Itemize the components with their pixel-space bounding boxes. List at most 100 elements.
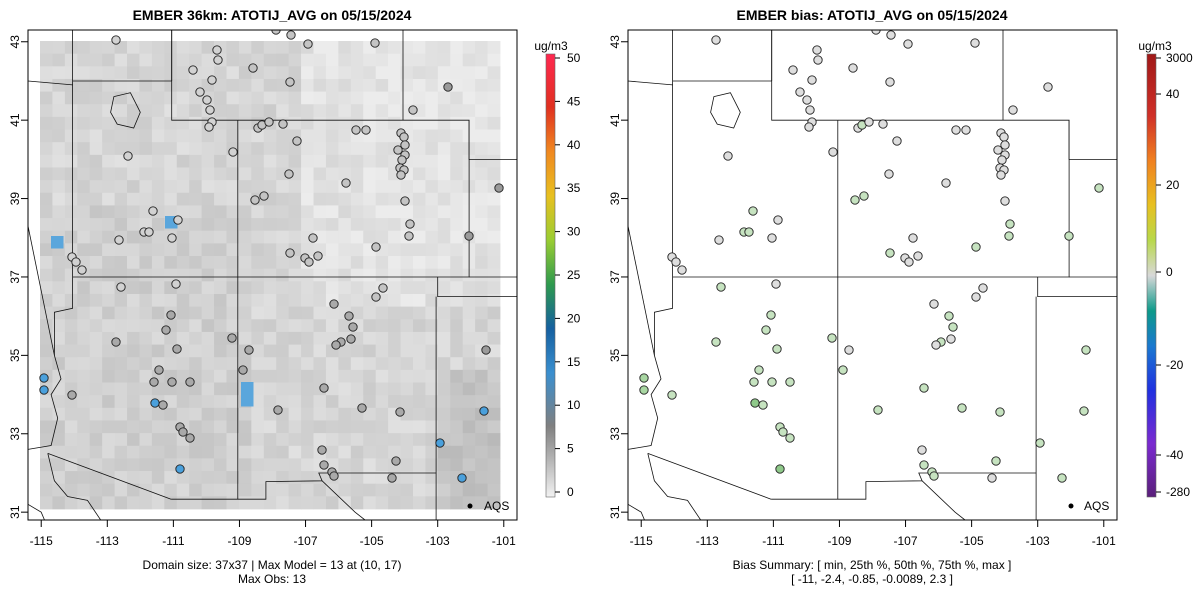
- aqs-bias-marker[interactable]: [885, 77, 895, 87]
- aqs-bias-marker[interactable]: [961, 125, 971, 135]
- aqs-bias-marker[interactable]: [766, 310, 776, 320]
- aqs-bias-marker[interactable]: [873, 405, 883, 415]
- aqs-site-marker[interactable]: [457, 473, 467, 483]
- aqs-bias-marker[interactable]: [885, 248, 895, 258]
- aqs-bias-marker[interactable]: [848, 63, 858, 73]
- aqs-bias-marker[interactable]: [884, 169, 894, 179]
- aqs-site-marker[interactable]: [378, 283, 388, 293]
- aqs-site-marker[interactable]: [178, 427, 188, 437]
- aqs-site-marker[interactable]: [185, 433, 195, 443]
- aqs-site-marker[interactable]: [351, 125, 361, 135]
- aqs-bias-marker[interactable]: [749, 377, 759, 387]
- aqs-site-marker[interactable]: [408, 105, 418, 115]
- aqs-bias-marker[interactable]: [716, 282, 726, 292]
- aqs-site-marker[interactable]: [443, 82, 453, 92]
- aqs-site-marker[interactable]: [344, 311, 354, 321]
- aqs-site-marker[interactable]: [264, 117, 274, 127]
- aqs-bias-marker[interactable]: [812, 45, 822, 55]
- aqs-site-marker[interactable]: [464, 231, 474, 241]
- aqs-site-marker[interactable]: [114, 235, 124, 245]
- aqs-site-marker[interactable]: [161, 325, 171, 335]
- aqs-bias-marker[interactable]: [785, 433, 795, 443]
- aqs-site-marker[interactable]: [348, 322, 358, 332]
- aqs-site-marker[interactable]: [207, 75, 217, 85]
- aqs-site-marker[interactable]: [284, 169, 294, 179]
- aqs-bias-marker[interactable]: [795, 87, 805, 97]
- aqs-site-marker[interactable]: [195, 87, 205, 97]
- aqs-bias-marker[interactable]: [1079, 406, 1089, 416]
- aqs-bias-marker[interactable]: [1057, 473, 1067, 483]
- aqs-site-marker[interactable]: [172, 344, 182, 354]
- aqs-bias-marker[interactable]: [996, 170, 1006, 180]
- aqs-bias-marker[interactable]: [1004, 231, 1014, 241]
- aqs-site-marker[interactable]: [479, 406, 489, 416]
- aqs-site-marker[interactable]: [150, 398, 160, 408]
- aqs-bias-marker[interactable]: [772, 344, 782, 354]
- aqs-bias-marker[interactable]: [864, 117, 874, 127]
- aqs-bias-marker[interactable]: [850, 195, 860, 205]
- aqs-site-marker[interactable]: [148, 206, 158, 216]
- aqs-bias-marker[interactable]: [761, 325, 771, 335]
- aqs-bias-marker[interactable]: [995, 407, 1005, 417]
- aqs-bias-marker[interactable]: [978, 283, 988, 293]
- aqs-site-marker[interactable]: [370, 38, 380, 48]
- aqs-site-marker[interactable]: [387, 473, 397, 483]
- aqs-site-marker[interactable]: [273, 405, 283, 415]
- aqs-bias-marker[interactable]: [919, 383, 929, 393]
- aqs-bias-marker[interactable]: [1043, 82, 1053, 92]
- aqs-bias-marker[interactable]: [929, 471, 939, 481]
- aqs-site-marker[interactable]: [39, 373, 49, 383]
- aqs-site-marker[interactable]: [123, 151, 133, 161]
- aqs-bias-marker[interactable]: [1005, 219, 1015, 229]
- aqs-site-marker[interactable]: [278, 119, 288, 129]
- aqs-site-marker[interactable]: [77, 265, 87, 275]
- aqs-site-marker[interactable]: [67, 390, 77, 400]
- aqs-bias-marker[interactable]: [677, 265, 687, 275]
- aqs-bias-marker[interactable]: [639, 373, 649, 383]
- aqs-site-marker[interactable]: [228, 147, 238, 157]
- aqs-bias-marker[interactable]: [1000, 140, 1010, 150]
- aqs-bias-marker[interactable]: [941, 178, 951, 188]
- aqs-bias-marker[interactable]: [714, 235, 724, 245]
- aqs-bias-marker[interactable]: [948, 322, 958, 332]
- aqs-bias-marker[interactable]: [946, 334, 956, 344]
- aqs-site-marker[interactable]: [248, 63, 258, 73]
- aqs-bias-marker[interactable]: [859, 191, 869, 201]
- aqs-site-marker[interactable]: [317, 445, 327, 455]
- aqs-bias-marker[interactable]: [773, 215, 783, 225]
- aqs-bias-marker[interactable]: [838, 365, 848, 375]
- aqs-site-marker[interactable]: [259, 191, 269, 201]
- aqs-site-marker[interactable]: [399, 132, 409, 142]
- aqs-bias-marker[interactable]: [908, 233, 918, 243]
- aqs-bias-marker[interactable]: [723, 151, 733, 161]
- aqs-bias-marker[interactable]: [892, 136, 902, 146]
- aqs-site-marker[interactable]: [329, 471, 339, 481]
- aqs-bias-marker[interactable]: [997, 155, 1007, 165]
- aqs-site-marker[interactable]: [39, 385, 49, 395]
- aqs-site-marker[interactable]: [405, 219, 415, 229]
- aqs-bias-marker[interactable]: [775, 464, 785, 474]
- aqs-bias-marker[interactable]: [805, 105, 815, 115]
- aqs-site-marker[interactable]: [329, 299, 339, 309]
- aqs-site-marker[interactable]: [331, 340, 341, 350]
- aqs-bias-marker[interactable]: [903, 39, 913, 49]
- aqs-bias-marker[interactable]: [917, 445, 927, 455]
- aqs-bias-marker[interactable]: [991, 456, 1001, 466]
- aqs-site-marker[interactable]: [361, 125, 371, 135]
- aqs-bias-marker[interactable]: [993, 145, 1003, 155]
- aqs-bias-marker[interactable]: [1000, 196, 1010, 206]
- aqs-bias-marker[interactable]: [639, 385, 649, 395]
- aqs-site-marker[interactable]: [400, 140, 410, 150]
- aqs-site-marker[interactable]: [303, 39, 313, 49]
- aqs-bias-marker[interactable]: [767, 377, 777, 387]
- aqs-site-marker[interactable]: [244, 345, 254, 355]
- aqs-bias-marker[interactable]: [827, 333, 837, 343]
- aqs-bias-marker[interactable]: [886, 30, 896, 40]
- aqs-bias-marker[interactable]: [1081, 345, 1091, 355]
- aqs-site-marker[interactable]: [185, 377, 195, 387]
- aqs-site-marker[interactable]: [319, 383, 329, 393]
- aqs-bias-marker[interactable]: [913, 251, 923, 261]
- aqs-site-marker[interactable]: [308, 233, 318, 243]
- aqs-site-marker[interactable]: [167, 233, 177, 243]
- aqs-bias-marker[interactable]: [844, 345, 854, 355]
